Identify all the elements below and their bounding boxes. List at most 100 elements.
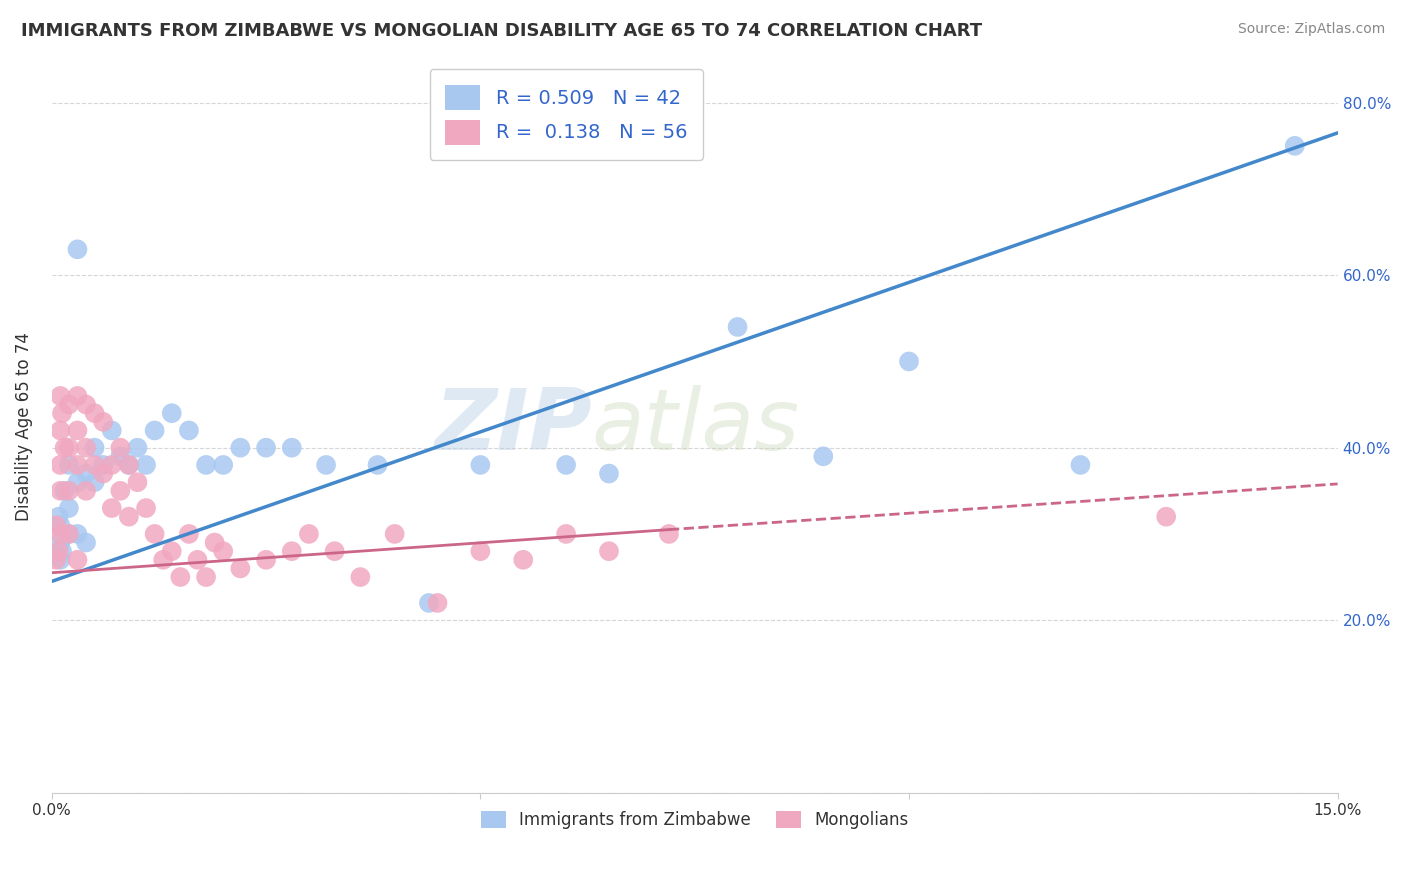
Text: ZIP: ZIP bbox=[434, 384, 592, 467]
Point bbox=[49, 553, 72, 567]
Text: atlas: atlas bbox=[592, 384, 800, 467]
Point bbox=[177, 424, 200, 438]
Point bbox=[100, 424, 122, 438]
Point bbox=[91, 415, 114, 429]
Point bbox=[118, 509, 141, 524]
Point bbox=[49, 518, 72, 533]
Point bbox=[127, 441, 149, 455]
Point bbox=[169, 570, 191, 584]
Point bbox=[110, 483, 132, 498]
Point bbox=[75, 535, 97, 549]
Point bbox=[898, 354, 921, 368]
Point bbox=[160, 544, 183, 558]
Point bbox=[204, 535, 226, 549]
Point bbox=[512, 553, 534, 567]
Point bbox=[83, 458, 105, 472]
Point bbox=[66, 243, 89, 257]
Point bbox=[75, 398, 97, 412]
Point bbox=[229, 561, 252, 575]
Point bbox=[426, 596, 449, 610]
Point bbox=[143, 424, 166, 438]
Point bbox=[45, 549, 67, 563]
Point bbox=[470, 544, 492, 558]
Point bbox=[83, 441, 105, 455]
Point bbox=[598, 467, 620, 481]
Point bbox=[58, 527, 80, 541]
Point bbox=[186, 553, 208, 567]
Text: Source: ZipAtlas.com: Source: ZipAtlas.com bbox=[1237, 22, 1385, 37]
Point bbox=[212, 544, 235, 558]
Point bbox=[58, 398, 80, 412]
Point bbox=[195, 570, 218, 584]
Point bbox=[315, 458, 337, 472]
Point bbox=[58, 501, 80, 516]
Point bbox=[75, 441, 97, 455]
Point bbox=[66, 475, 89, 490]
Point bbox=[555, 458, 578, 472]
Point bbox=[49, 483, 72, 498]
Point bbox=[51, 406, 73, 420]
Point bbox=[66, 424, 89, 438]
Point bbox=[323, 544, 346, 558]
Y-axis label: Disability Age 65 to 74: Disability Age 65 to 74 bbox=[15, 332, 32, 521]
Point bbox=[110, 441, 132, 455]
Point bbox=[418, 596, 440, 610]
Point bbox=[1069, 458, 1091, 472]
Point bbox=[66, 458, 89, 472]
Point bbox=[110, 450, 132, 464]
Point bbox=[91, 467, 114, 481]
Point bbox=[254, 553, 277, 567]
Point bbox=[53, 483, 76, 498]
Point bbox=[135, 501, 157, 516]
Point bbox=[152, 553, 174, 567]
Point bbox=[100, 501, 122, 516]
Point bbox=[281, 441, 304, 455]
Point bbox=[53, 441, 76, 455]
Point bbox=[58, 483, 80, 498]
Point bbox=[366, 458, 388, 472]
Point bbox=[212, 458, 235, 472]
Point bbox=[598, 544, 620, 558]
Point bbox=[118, 458, 141, 472]
Point bbox=[49, 424, 72, 438]
Point bbox=[177, 527, 200, 541]
Point bbox=[349, 570, 371, 584]
Point bbox=[75, 467, 97, 481]
Point bbox=[143, 527, 166, 541]
Point bbox=[254, 441, 277, 455]
Point bbox=[75, 483, 97, 498]
Point bbox=[45, 553, 67, 567]
Point bbox=[100, 458, 122, 472]
Point bbox=[1154, 509, 1177, 524]
Point bbox=[127, 475, 149, 490]
Point bbox=[49, 527, 72, 541]
Point bbox=[229, 441, 252, 455]
Point bbox=[48, 509, 70, 524]
Point bbox=[58, 527, 80, 541]
Point bbox=[83, 475, 105, 490]
Point bbox=[298, 527, 321, 541]
Point bbox=[470, 458, 492, 472]
Point bbox=[118, 458, 141, 472]
Point bbox=[384, 527, 406, 541]
Point bbox=[160, 406, 183, 420]
Point bbox=[658, 527, 681, 541]
Point bbox=[1284, 138, 1306, 153]
Point bbox=[51, 544, 73, 558]
Point bbox=[83, 406, 105, 420]
Point bbox=[58, 441, 80, 455]
Point bbox=[281, 544, 304, 558]
Point bbox=[727, 320, 749, 334]
Point bbox=[66, 389, 89, 403]
Text: IMMIGRANTS FROM ZIMBABWE VS MONGOLIAN DISABILITY AGE 65 TO 74 CORRELATION CHART: IMMIGRANTS FROM ZIMBABWE VS MONGOLIAN DI… bbox=[21, 22, 983, 40]
Point bbox=[49, 458, 72, 472]
Point bbox=[555, 527, 578, 541]
Point bbox=[813, 450, 835, 464]
Point bbox=[45, 518, 67, 533]
Point bbox=[195, 458, 218, 472]
Point bbox=[49, 535, 72, 549]
Point bbox=[135, 458, 157, 472]
Legend: Immigrants from Zimbabwe, Mongolians: Immigrants from Zimbabwe, Mongolians bbox=[474, 804, 915, 836]
Point bbox=[58, 458, 80, 472]
Point bbox=[49, 389, 72, 403]
